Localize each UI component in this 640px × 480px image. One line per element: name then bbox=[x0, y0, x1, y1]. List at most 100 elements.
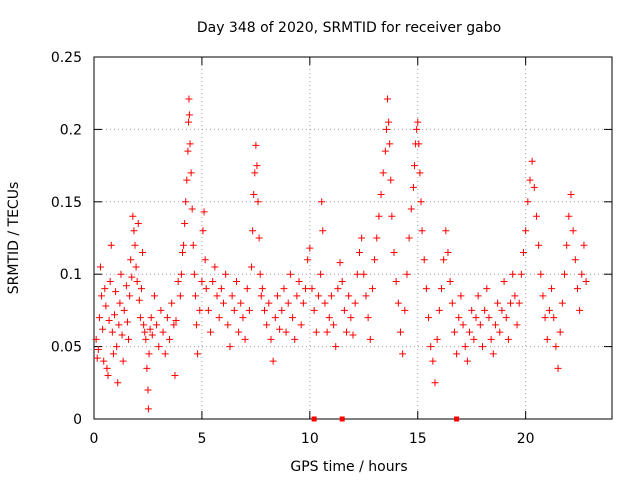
data-point bbox=[188, 205, 196, 213]
data-point bbox=[222, 270, 230, 278]
data-point bbox=[254, 198, 262, 206]
x-tick-label: 5 bbox=[197, 431, 206, 447]
data-point bbox=[130, 227, 138, 235]
y-tick-labels: 0 0.05 0.1 0.15 0.2 0.25 bbox=[51, 50, 82, 428]
data-point bbox=[93, 354, 101, 362]
data-point bbox=[137, 285, 145, 293]
data-point bbox=[161, 350, 169, 358]
data-point bbox=[191, 292, 199, 300]
data-point bbox=[466, 328, 474, 336]
data-point bbox=[174, 277, 182, 285]
x-tick-label: 15 bbox=[409, 431, 427, 447]
data-point bbox=[569, 227, 577, 235]
data-point bbox=[153, 321, 161, 329]
data-point bbox=[235, 328, 243, 336]
data-point bbox=[396, 328, 404, 336]
data-point bbox=[343, 328, 351, 336]
data-point bbox=[168, 299, 176, 307]
tick-marks bbox=[93, 56, 612, 420]
data-point bbox=[95, 314, 103, 322]
data-point bbox=[111, 311, 119, 319]
data-point bbox=[390, 248, 398, 256]
data-point bbox=[265, 299, 273, 307]
data-point bbox=[561, 270, 569, 278]
data-point bbox=[496, 328, 504, 336]
data-point bbox=[368, 285, 376, 293]
data-point bbox=[405, 234, 413, 242]
data-point bbox=[417, 198, 425, 206]
data-point bbox=[487, 335, 495, 343]
data-point bbox=[114, 379, 122, 387]
data-point bbox=[345, 292, 353, 300]
data-point bbox=[170, 321, 178, 329]
data-point bbox=[543, 335, 551, 343]
zero-marker bbox=[454, 416, 460, 422]
data-point bbox=[291, 335, 299, 343]
data-point bbox=[500, 277, 508, 285]
data-point bbox=[414, 118, 422, 126]
data-point bbox=[297, 321, 305, 329]
data-point bbox=[176, 292, 184, 300]
data-point bbox=[489, 350, 497, 358]
data-point bbox=[273, 292, 281, 300]
data-point bbox=[185, 95, 193, 103]
data-point bbox=[528, 157, 536, 165]
x-tick-label: 10 bbox=[301, 431, 319, 447]
data-point bbox=[433, 335, 441, 343]
data-point bbox=[155, 343, 163, 351]
data-point bbox=[181, 220, 189, 228]
data-point bbox=[330, 321, 338, 329]
data-point bbox=[211, 263, 219, 271]
data-point bbox=[125, 335, 133, 343]
data-point bbox=[129, 212, 137, 220]
data-point bbox=[255, 234, 263, 242]
y-tick-label: 0.05 bbox=[51, 340, 82, 356]
y-tick-label: 0.1 bbox=[60, 267, 82, 283]
data-point bbox=[382, 125, 390, 133]
data-point bbox=[207, 328, 215, 336]
data-point bbox=[245, 306, 253, 314]
y-axis-label: SRMTID / TECUs bbox=[6, 182, 22, 295]
data-point bbox=[387, 176, 395, 184]
data-point bbox=[248, 263, 256, 271]
data-point bbox=[537, 270, 545, 278]
data-point bbox=[148, 331, 156, 339]
data-point bbox=[351, 299, 359, 307]
data-point bbox=[379, 169, 387, 177]
data-point bbox=[177, 270, 185, 278]
data-point bbox=[289, 314, 297, 322]
data-point bbox=[573, 285, 581, 293]
data-point bbox=[318, 198, 326, 206]
data-point bbox=[384, 95, 392, 103]
data-point bbox=[513, 321, 521, 329]
data-point bbox=[119, 357, 127, 365]
data-point bbox=[399, 350, 407, 358]
x-tick-label: 20 bbox=[517, 431, 535, 447]
data-point bbox=[371, 256, 379, 264]
data-point bbox=[178, 248, 186, 256]
data-point bbox=[522, 227, 530, 235]
data-point bbox=[416, 169, 424, 177]
data-point bbox=[407, 205, 415, 213]
data-point bbox=[98, 292, 106, 300]
data-point bbox=[257, 292, 265, 300]
data-point bbox=[193, 321, 201, 329]
data-point bbox=[92, 335, 100, 343]
data-point bbox=[134, 220, 142, 228]
data-point bbox=[215, 314, 223, 322]
data-point bbox=[541, 314, 549, 322]
data-point bbox=[293, 292, 301, 300]
data-point bbox=[147, 314, 155, 322]
data-point bbox=[204, 306, 212, 314]
data-point bbox=[567, 191, 575, 199]
data-point bbox=[364, 314, 372, 322]
data-point bbox=[308, 285, 316, 293]
data-point bbox=[437, 285, 445, 293]
data-point bbox=[199, 227, 207, 235]
data-point bbox=[565, 212, 573, 220]
data-point bbox=[427, 343, 435, 351]
data-point bbox=[250, 191, 258, 199]
data-point bbox=[112, 288, 120, 296]
data-point bbox=[103, 364, 111, 372]
